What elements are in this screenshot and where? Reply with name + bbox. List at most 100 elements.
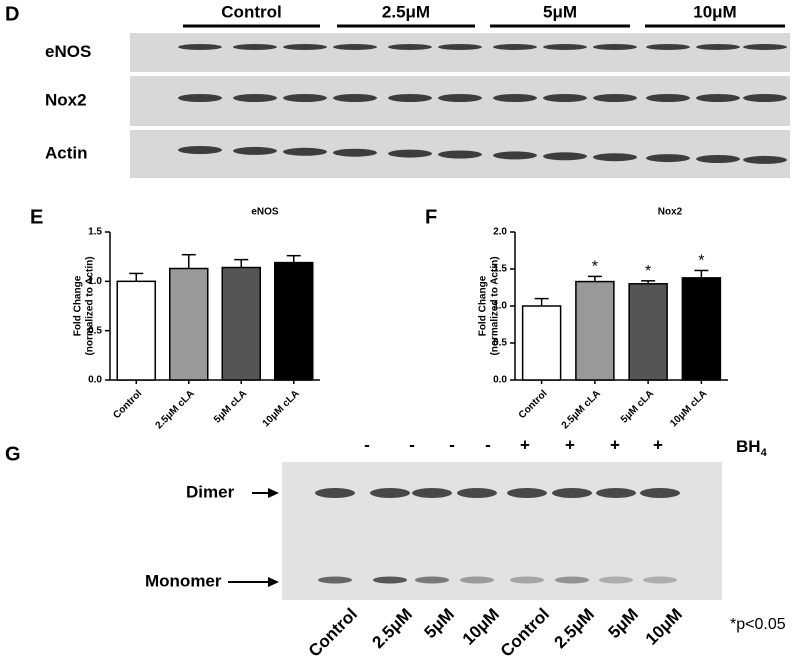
dimer-band [507, 488, 547, 498]
monomer-band [460, 576, 494, 584]
group-label: Control [221, 2, 281, 21]
monomer-band [599, 576, 633, 584]
blot-band [333, 94, 377, 102]
blot-band [743, 44, 787, 50]
monomer-band [415, 576, 449, 584]
y-tick-label: 1.0 [88, 276, 102, 287]
blot-band [646, 94, 690, 102]
arrow-head [268, 488, 279, 498]
blot-band [438, 150, 482, 159]
blot-band [543, 94, 587, 102]
blot-band [178, 146, 222, 154]
blot-band [493, 44, 537, 50]
lane-label: 5μM [421, 605, 458, 642]
blot-band [696, 44, 740, 50]
x-tick-label: 10μM cLA [668, 388, 709, 429]
treatment-sign: - [409, 435, 415, 454]
blot-band [543, 152, 587, 161]
reagent-subscript: 4 [761, 447, 768, 459]
row-label: eNOS [45, 42, 91, 61]
blot-band [438, 94, 482, 102]
y-tick-label: 1.5 [493, 264, 507, 275]
blot-band [696, 155, 740, 163]
lane-label: 2.5μM [550, 605, 598, 653]
lane-label: Control [497, 605, 553, 661]
reagent-label: BH4 [736, 437, 768, 458]
significance-mark: * [698, 253, 704, 270]
treatment-sign: - [485, 435, 491, 454]
y-tick-label: 0.5 [493, 338, 507, 349]
y-axis-label: (normalized to Actin) [85, 256, 96, 355]
bar [681, 277, 722, 381]
dimer-band [552, 488, 592, 498]
bar [274, 261, 314, 381]
panel-label: F [425, 206, 437, 228]
blot-band [233, 94, 277, 102]
y-axis-label: (normalized to Actin) [490, 256, 501, 355]
chart-title: Nox2 [658, 207, 683, 218]
bar [628, 283, 668, 381]
row-label: Actin [45, 143, 88, 162]
dimer-band [457, 488, 497, 498]
blot-band [283, 44, 327, 50]
lane-label: Control [305, 605, 361, 661]
blot-band [388, 149, 432, 158]
x-tick-label: 5μM cLA [619, 388, 656, 425]
x-tick-label: Control [111, 388, 144, 421]
x-tick-label: Control [517, 388, 550, 421]
blot-band [438, 44, 482, 50]
blot-band [333, 44, 377, 50]
blot-band [646, 154, 690, 163]
lane-label: 10μM [459, 605, 503, 649]
x-tick-label: 10μM cLA [261, 388, 302, 429]
bar [521, 305, 562, 381]
blot-band [283, 147, 327, 156]
treatment-sign: + [520, 435, 530, 454]
dimer-band [370, 488, 410, 498]
x-tick-label: 5μM cLA [212, 388, 249, 425]
chart-title: eNOS [251, 207, 279, 218]
treatment-sign: - [449, 435, 455, 454]
blot-band [178, 94, 222, 102]
blot-band [333, 148, 377, 157]
significance-mark: * [645, 263, 651, 280]
monomer-band [510, 576, 544, 584]
blot-band [543, 44, 587, 50]
y-tick-label: 1.5 [88, 227, 102, 238]
blot-band [388, 94, 432, 102]
monomer-band [318, 576, 352, 584]
treatment-sign: - [364, 435, 370, 454]
bar [116, 280, 156, 381]
y-axis-label: Fold Change [73, 275, 84, 336]
group-label: 5μM [543, 2, 577, 21]
reagent-name: BH [736, 437, 761, 456]
treatment-sign: + [565, 435, 575, 454]
group-label: 2.5μM [382, 2, 430, 21]
lane-label: 10μM [642, 605, 686, 649]
blot-band [593, 44, 637, 50]
blot-band [283, 94, 327, 102]
blot-band [593, 94, 637, 102]
blot-band [593, 153, 637, 162]
panel-label: D [5, 3, 19, 25]
band-label: Dimer [186, 482, 235, 501]
treatment-sign: + [610, 435, 620, 454]
lane-label: 2.5μM [368, 605, 416, 653]
treatment-sign: + [653, 435, 663, 454]
y-tick-label: 1.0 [493, 301, 507, 312]
blot-band [233, 44, 277, 50]
y-tick-label: 2.0 [493, 227, 507, 238]
blot-band [696, 94, 740, 102]
bar [575, 280, 615, 381]
significance-note: *p<0.05 [730, 616, 786, 633]
y-tick-label: 0.5 [88, 325, 102, 336]
blot-band [646, 44, 690, 50]
y-tick-label: 0.0 [493, 375, 507, 386]
x-tick-label: 2.5μM cLA [154, 388, 197, 431]
monomer-band [555, 576, 589, 584]
row-label: Nox2 [45, 90, 87, 109]
blot-band [493, 151, 537, 160]
panel-label: E [30, 206, 43, 228]
blot-band [388, 44, 432, 50]
blot-band [493, 94, 537, 102]
